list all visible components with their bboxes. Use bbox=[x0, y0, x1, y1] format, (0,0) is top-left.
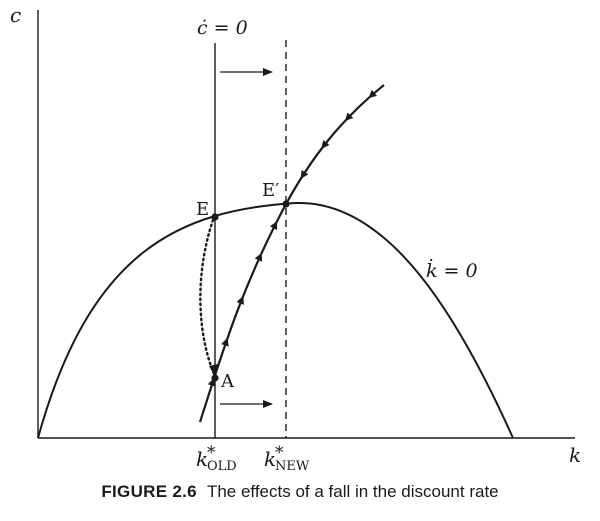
saddle-arrowhead-2 bbox=[221, 337, 229, 347]
point-E-label: E bbox=[196, 199, 209, 220]
saddle-arrowhead-9 bbox=[368, 89, 378, 99]
point-E-prime-label: E′ bbox=[262, 180, 279, 201]
tick-k-new: k * NEW bbox=[264, 443, 310, 474]
saddle-path-arrows bbox=[207, 89, 378, 387]
svg-text:*: * bbox=[275, 443, 284, 463]
point-A bbox=[211, 374, 219, 382]
point-E-prime bbox=[282, 200, 290, 208]
x-axis-label: k bbox=[569, 443, 581, 467]
tick-k-old: k * OLD bbox=[196, 443, 237, 474]
svg-text:OLD: OLD bbox=[207, 459, 237, 474]
y-axis-label: c bbox=[10, 3, 21, 27]
k-dot-zero-locus bbox=[37, 201, 514, 439]
saddle-arrowhead-8 bbox=[344, 112, 354, 122]
figure-title: The effects of a fall in the discount ra… bbox=[206, 482, 499, 501]
jump-path bbox=[199, 218, 216, 376]
point-A-label: A bbox=[220, 371, 235, 392]
svg-text:k: k bbox=[196, 447, 208, 471]
saddle-arrowhead-7 bbox=[321, 140, 330, 149]
c-dot-zero-label: ċ = 0 bbox=[197, 17, 248, 39]
saddle-arrowhead-5 bbox=[269, 221, 278, 231]
svg-text:k: k bbox=[264, 447, 276, 471]
svg-text:NEW: NEW bbox=[275, 459, 310, 474]
figure-number: FIGURE 2.6 bbox=[101, 482, 197, 501]
saddle-arrowhead-6 bbox=[300, 170, 309, 179]
saddle-arrowhead-4 bbox=[254, 252, 263, 262]
figure-caption: FIGURE 2.6 The effects of a fall in the d… bbox=[0, 482, 600, 502]
svg-text:*: * bbox=[207, 443, 216, 463]
saddle-arrowhead-3 bbox=[236, 295, 244, 305]
k-dot-zero-label: k̇ = 0 bbox=[426, 258, 478, 282]
point-E bbox=[211, 213, 219, 221]
